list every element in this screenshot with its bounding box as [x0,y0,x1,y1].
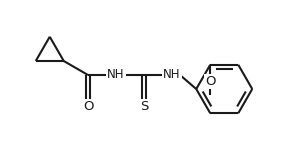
Text: NH: NH [163,67,181,81]
Text: O: O [83,101,93,113]
Text: NH: NH [107,67,125,81]
Text: S: S [140,101,148,113]
Text: O: O [205,75,215,88]
